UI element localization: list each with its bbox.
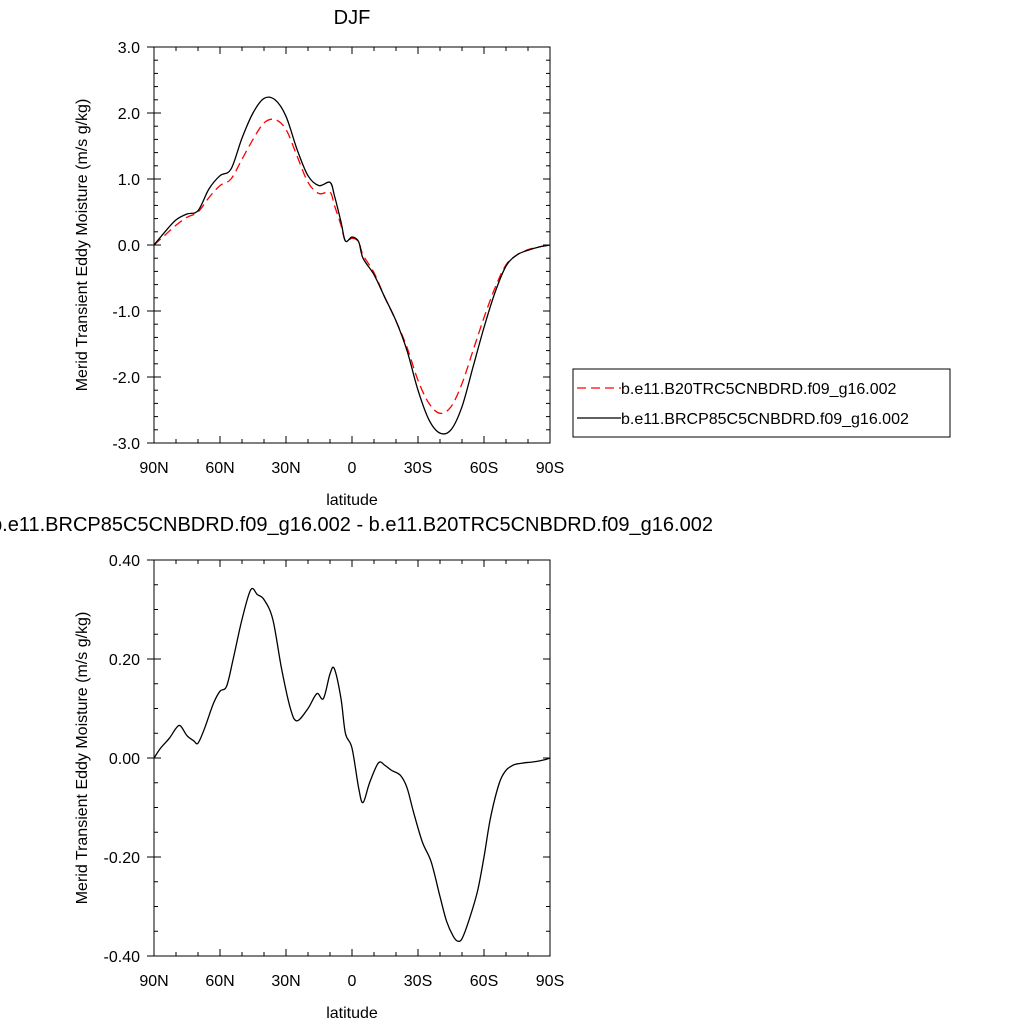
chart-title: DJF [334, 7, 371, 29]
y-tick-label: 2.0 [118, 106, 140, 123]
y-tick-label: -2.0 [112, 370, 140, 387]
x-tick-label: 0 [348, 973, 357, 990]
x-tick-label: 60S [470, 973, 498, 990]
x-tick-label: 60N [205, 460, 234, 477]
y-axis-label: Merid Transient Eddy Moisture (m/s g/kg) [74, 99, 91, 392]
y-tick-label: 0.40 [109, 553, 140, 570]
x-tick-label: 90N [139, 460, 168, 477]
series-line-0 [153, 587, 551, 943]
x-tick-label: 60S [470, 460, 498, 477]
y-tick-label: -3.0 [112, 436, 140, 453]
legend-label-0: b.e11.B20TRC5CNBDRD.f09_g16.002 [621, 381, 897, 398]
x-tick-label: 90S [536, 973, 564, 990]
x-tick-label: 0 [348, 460, 357, 477]
legend-box [572, 368, 951, 438]
x-tick-label: 90S [536, 460, 564, 477]
x-tick-label: 30N [271, 973, 300, 990]
series-line-1 [153, 96, 551, 435]
x-tick-label: 30S [404, 973, 432, 990]
y-tick-label: -1.0 [112, 304, 140, 321]
x-axis-label: latitude [326, 492, 378, 509]
legend-label-1: b.e11.BRCP85C5CNBDRD.f09_g16.002 [621, 411, 909, 428]
x-tick-label: 90N [139, 973, 168, 990]
y-tick-label: -0.20 [104, 850, 141, 867]
y-axis-label: Merid Transient Eddy Moisture (m/s g/kg) [74, 612, 91, 905]
y-tick-label: 1.0 [118, 172, 140, 189]
y-tick-label: -0.40 [104, 949, 141, 966]
x-tick-label: 60N [205, 973, 234, 990]
y-tick-label: 3.0 [118, 40, 140, 57]
plot-frame [153, 46, 551, 444]
y-tick-label: 0.00 [109, 751, 140, 768]
y-tick-label: 0.20 [109, 652, 140, 669]
series-line-0 [153, 118, 551, 415]
x-axis-label: latitude [326, 1005, 378, 1022]
x-tick-label: 30N [271, 460, 300, 477]
x-tick-label: 30S [404, 460, 432, 477]
plot-frame [153, 559, 551, 957]
chart-title: b.e11.BRCP85C5CNBDRD.f09_g16.002 - b.e11… [0, 514, 713, 536]
y-tick-label: 0.0 [118, 238, 140, 255]
